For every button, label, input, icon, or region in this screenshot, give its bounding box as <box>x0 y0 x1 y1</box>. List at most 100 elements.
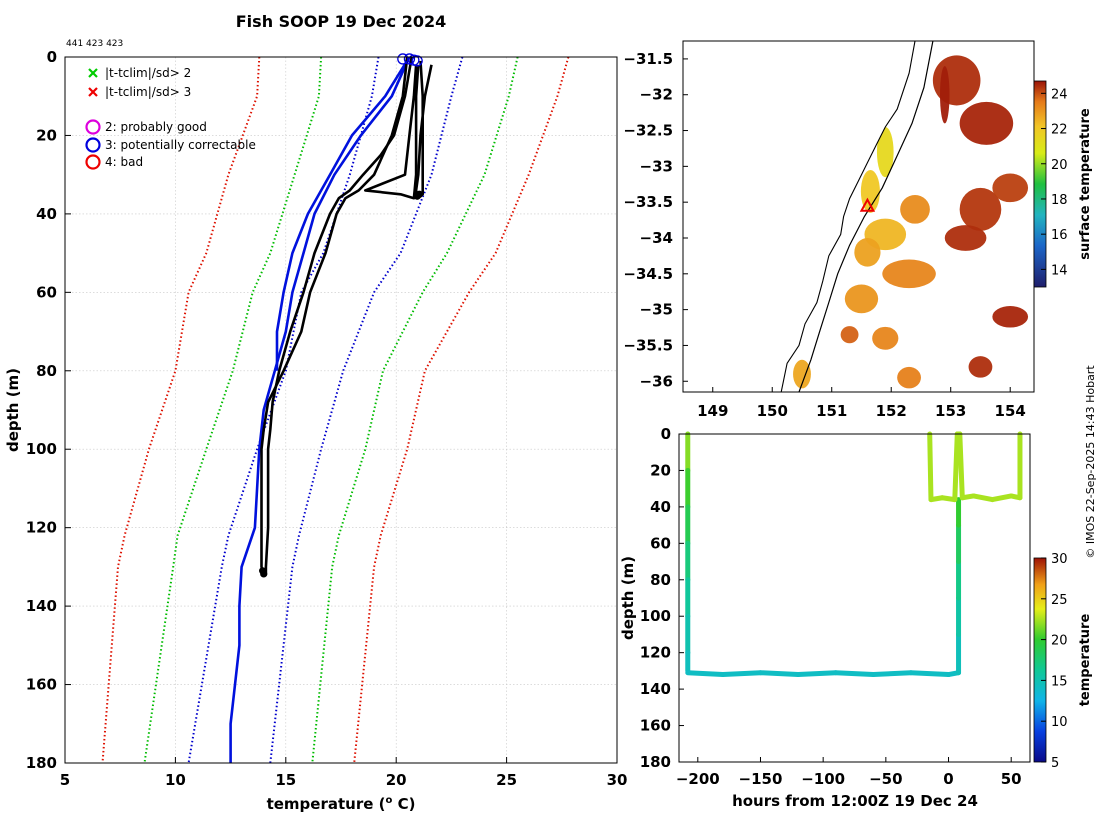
legend-label: 2: probably good <box>105 120 207 134</box>
sst-patch <box>959 101 1014 145</box>
sst-patch <box>840 326 859 344</box>
legend-label: 4: bad <box>105 155 143 169</box>
time-depth-track-segment <box>989 493 1014 503</box>
temperature-colorbar-tick-label: 20 <box>1051 634 1068 649</box>
temperature-colorbar <box>1033 557 1047 763</box>
profile-ylabel: depth (m) <box>4 368 22 452</box>
temperature-colorbar-tick-label: 30 <box>1051 552 1068 567</box>
sst-patch <box>992 306 1029 328</box>
figure-title: Fish SOOP 19 Dec 2024 <box>236 12 446 31</box>
time-depth-track-segment <box>952 431 960 503</box>
sst-patch <box>959 187 1002 231</box>
legend-circle-marker <box>85 119 101 135</box>
time-depth-track-segment <box>870 670 914 678</box>
legend-x-marker <box>88 87 98 97</box>
map-xtick-label: 152 <box>876 402 907 420</box>
profile-ticks: 5 10 15 20 25 30 0 20 40 60 80 100 120 140 160 180 <box>26 48 628 789</box>
sst-map-plot: 149 150 151 152 153 154 −31.5 −32 −32.5 −33 −33.5 −… <box>623 40 1093 420</box>
profile-ytick-label: 180 <box>26 754 57 772</box>
map-xtick-label: 153 <box>935 402 966 420</box>
cast-location-marker <box>859 197 876 212</box>
sst-colorbar-tick-label: 16 <box>1051 228 1068 243</box>
sst-patch <box>944 225 987 251</box>
profile-ytick-label: 0 <box>47 48 57 66</box>
profile-series-line <box>143 57 323 763</box>
time-depth-track-segment <box>957 431 965 501</box>
temperature-colorbar-tick-label: 25 <box>1051 593 1068 608</box>
time-depth-ticks: −200 −150 −100 −50 0 50 0 20 40 60 80 100 120 140 160 1… <box>640 425 1022 788</box>
profile-ytick-label: 140 <box>26 597 57 615</box>
map-xtick-label: 150 <box>757 402 788 420</box>
time-depth-ytick-label: 20 <box>650 461 671 479</box>
profile-series-line <box>269 57 464 763</box>
profile-plot: 5 10 15 20 25 30 0 20 40 60 80 100 120 140 160 180 temp… <box>4 48 627 813</box>
sst-patch <box>968 356 993 378</box>
coastline <box>780 41 916 392</box>
time-depth-ylabel: depth (m) <box>619 556 637 640</box>
sst-patch <box>876 126 894 178</box>
shelf-edge-contour <box>798 41 934 392</box>
time-depth-xtick-label: −150 <box>739 770 783 788</box>
time-depth-track-segment <box>685 670 726 678</box>
time-depth-ytick-label: 100 <box>640 607 671 625</box>
map-xtick-label: 149 <box>697 402 728 420</box>
map-ytick-label: −36 <box>640 372 673 390</box>
time-depth-xtick-label: −200 <box>676 770 720 788</box>
profile-ytick-label: 80 <box>36 362 57 380</box>
map-ticks: 149 150 151 152 153 154 −31.5 −32 −32.5 −33 −33.5 −… <box>623 50 1025 420</box>
profile-xtick-label: 10 <box>165 771 186 789</box>
legend-label: |t-tclim|/sd> 3 <box>105 85 191 99</box>
profile-series-line <box>260 57 409 576</box>
time-depth-track-segment <box>833 670 876 678</box>
map-ytick-label: −35.5 <box>623 336 673 354</box>
map-ytick-label: −33.5 <box>623 193 673 211</box>
legend-label: 3: potentially correctable <box>105 138 256 152</box>
temperature-colorbar-tick-label: 15 <box>1051 674 1068 689</box>
map-content <box>683 41 1029 392</box>
sst-patch <box>882 259 936 289</box>
map-ytick-label: −31.5 <box>623 50 673 68</box>
profile-xtick-label: 25 <box>496 771 517 789</box>
sst-patch <box>854 237 881 267</box>
time-depth-plot: −200 −150 −100 −50 0 50 0 20 40 60 80 100 120 140 160 1… <box>619 425 1093 810</box>
cast-id-text: 441 423 423 <box>66 39 123 49</box>
legend-label: |t-tclim|/sd> 2 <box>105 66 191 80</box>
time-depth-ytick-label: 160 <box>640 717 671 735</box>
time-depth-ytick-label: 80 <box>650 571 671 589</box>
sst-patch <box>793 359 811 389</box>
profile-xtick-label: 15 <box>275 771 296 789</box>
credit-text: © IMOS 22-Sep-2025 14:43 Hobart <box>1084 365 1097 559</box>
profile-xlabel: temperature (o C) <box>267 795 416 813</box>
sst-patch <box>940 66 950 124</box>
time-depth-ytick-label: 60 <box>650 534 671 552</box>
map-ytick-label: −34 <box>640 229 673 247</box>
legend-x-marker <box>88 68 98 78</box>
sst-colorbar-tick-label: 22 <box>1051 123 1068 138</box>
time-depth-ytick-label: 180 <box>640 753 671 771</box>
sst-patch <box>872 326 899 350</box>
profile-series-line <box>187 57 380 763</box>
profile-qc-flag-marker <box>397 53 409 65</box>
land-mask <box>683 41 915 392</box>
time-depth-ytick-label: 0 <box>661 425 671 443</box>
profile-legend: |t-tclim|/sd> 2 |t-tclim|/sd> 3 2: probabl… <box>85 66 256 170</box>
map-ytick-label: −32.5 <box>623 122 673 140</box>
time-depth-track-segment <box>927 431 934 503</box>
profile-ytick-label: 40 <box>36 205 57 223</box>
sst-patch <box>932 55 981 106</box>
sst-colorbar-tick-label: 24 <box>1051 87 1068 102</box>
map-ytick-label: −33 <box>640 157 673 175</box>
profile-end-marker <box>413 192 421 200</box>
profile-qc-flag-marker <box>403 53 416 65</box>
profile-series-line <box>229 57 411 763</box>
profile-series-line <box>275 57 411 371</box>
time-depth-xlabel: hours from 12:00Z 19 Dec 24 <box>732 792 978 810</box>
profile-ytick-label: 120 <box>26 519 57 537</box>
profile-ytick-label: 100 <box>26 440 57 458</box>
sst-colorbar-label: surface temperature <box>1078 108 1093 260</box>
legend-circle-marker <box>85 137 101 153</box>
map-xtick-label: 151 <box>816 402 847 420</box>
time-depth-ytick-label: 120 <box>640 644 671 662</box>
profile-lines <box>101 57 570 763</box>
